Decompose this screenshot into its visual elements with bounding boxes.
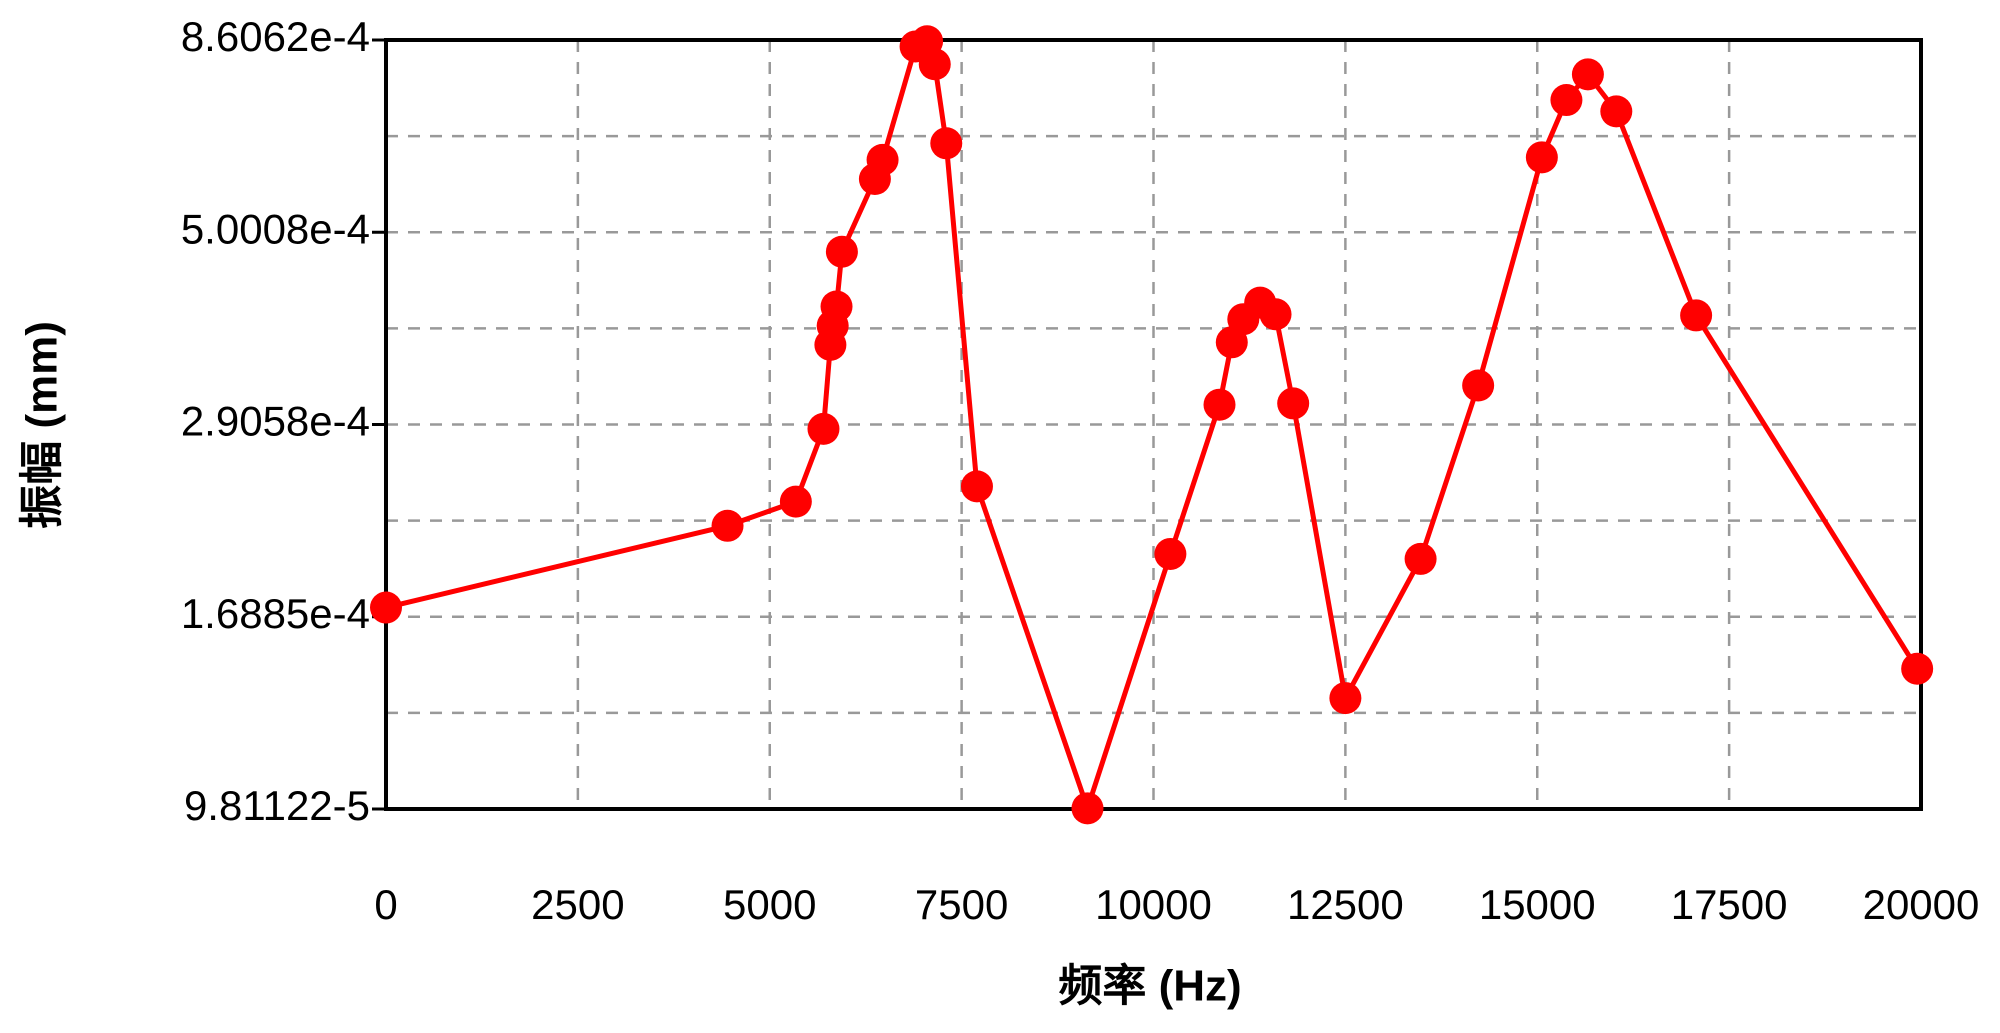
y-tick-label: 9.81122-5 bbox=[184, 782, 370, 829]
x-tick-label: 12500 bbox=[1287, 881, 1404, 928]
data-point bbox=[1901, 652, 1934, 685]
x-tick-label: 10000 bbox=[1095, 881, 1212, 928]
data-point bbox=[866, 143, 899, 176]
y-tick-label: 1.6885e-4 bbox=[181, 590, 370, 637]
data-point bbox=[1525, 141, 1558, 174]
data-point bbox=[1329, 682, 1362, 715]
x-tick-label: 17500 bbox=[1671, 881, 1788, 928]
y-axis-title: 振幅 (mm) bbox=[18, 321, 67, 529]
data-point bbox=[1571, 58, 1604, 91]
data-point bbox=[1259, 298, 1292, 331]
data-point bbox=[960, 470, 993, 503]
data-point bbox=[918, 48, 951, 81]
data-point bbox=[370, 591, 402, 624]
x-tick-label: 0 bbox=[374, 881, 397, 928]
data-point bbox=[820, 290, 853, 323]
data-point bbox=[779, 485, 812, 518]
y-tick-label: 8.6062e-4 bbox=[181, 13, 370, 60]
data-point bbox=[807, 412, 840, 445]
data-point bbox=[711, 509, 744, 542]
data-point bbox=[1550, 84, 1583, 117]
x-tick-label: 5000 bbox=[723, 881, 816, 928]
data-point bbox=[825, 235, 858, 268]
plot-frame bbox=[384, 38, 1923, 811]
y-tick-label: 5.0008e-4 bbox=[181, 205, 370, 252]
data-point bbox=[1154, 537, 1187, 570]
x-tick-label: 7500 bbox=[915, 881, 1008, 928]
x-tick-label: 20000 bbox=[1863, 881, 1980, 928]
data-point bbox=[1277, 387, 1310, 420]
data-point bbox=[1203, 388, 1236, 421]
x-tick-label: 2500 bbox=[531, 881, 624, 928]
x-tick-label: 15000 bbox=[1479, 881, 1596, 928]
y-tick-label: 2.9058e-4 bbox=[181, 398, 370, 445]
data-point bbox=[1071, 792, 1104, 825]
x-axis-title: 频率 (Hz) bbox=[1058, 962, 1241, 1011]
data-point bbox=[1404, 542, 1437, 575]
data-point bbox=[1680, 299, 1713, 332]
data-point bbox=[930, 127, 963, 160]
data-point bbox=[1600, 95, 1633, 128]
data-point bbox=[1462, 369, 1495, 402]
